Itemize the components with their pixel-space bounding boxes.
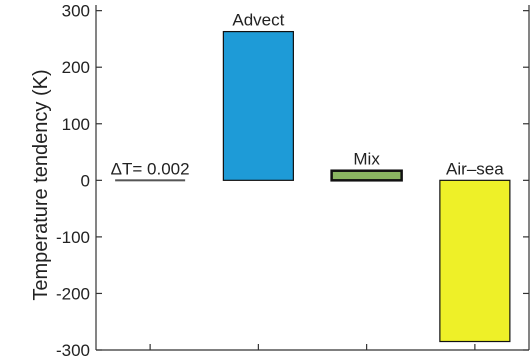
bar-3 bbox=[330, 169, 403, 182]
bar-label: Air–sea bbox=[446, 159, 504, 178]
plot-frame bbox=[95, 5, 530, 351]
bar-1 bbox=[115, 179, 186, 182]
bar-labels: ΔT= 0.002 Advect Mix Air–sea bbox=[111, 11, 505, 179]
y-tick-label: -100 bbox=[56, 228, 90, 247]
bar-label: Advect bbox=[232, 11, 284, 30]
bar-2 bbox=[222, 30, 294, 181]
y-tick-label: 300 bbox=[62, 2, 90, 21]
y-axis-ticks: 300 200 100 0 -100 -200 -300 bbox=[56, 2, 529, 360]
y-tick-label: -300 bbox=[56, 341, 90, 360]
y-axis-label: Temperature tendency (K) bbox=[30, 69, 52, 300]
bar-4 bbox=[439, 179, 511, 343]
bars bbox=[115, 30, 511, 343]
y-tick-label: -200 bbox=[56, 284, 90, 303]
bar-label: Mix bbox=[353, 150, 380, 169]
y-tick-label: 200 bbox=[62, 58, 90, 77]
y-tick-label: 0 bbox=[81, 171, 90, 190]
y-tick-label: 100 bbox=[62, 115, 90, 134]
bar-label: ΔT= 0.002 bbox=[111, 159, 190, 178]
x-axis-ticks bbox=[149, 344, 476, 350]
